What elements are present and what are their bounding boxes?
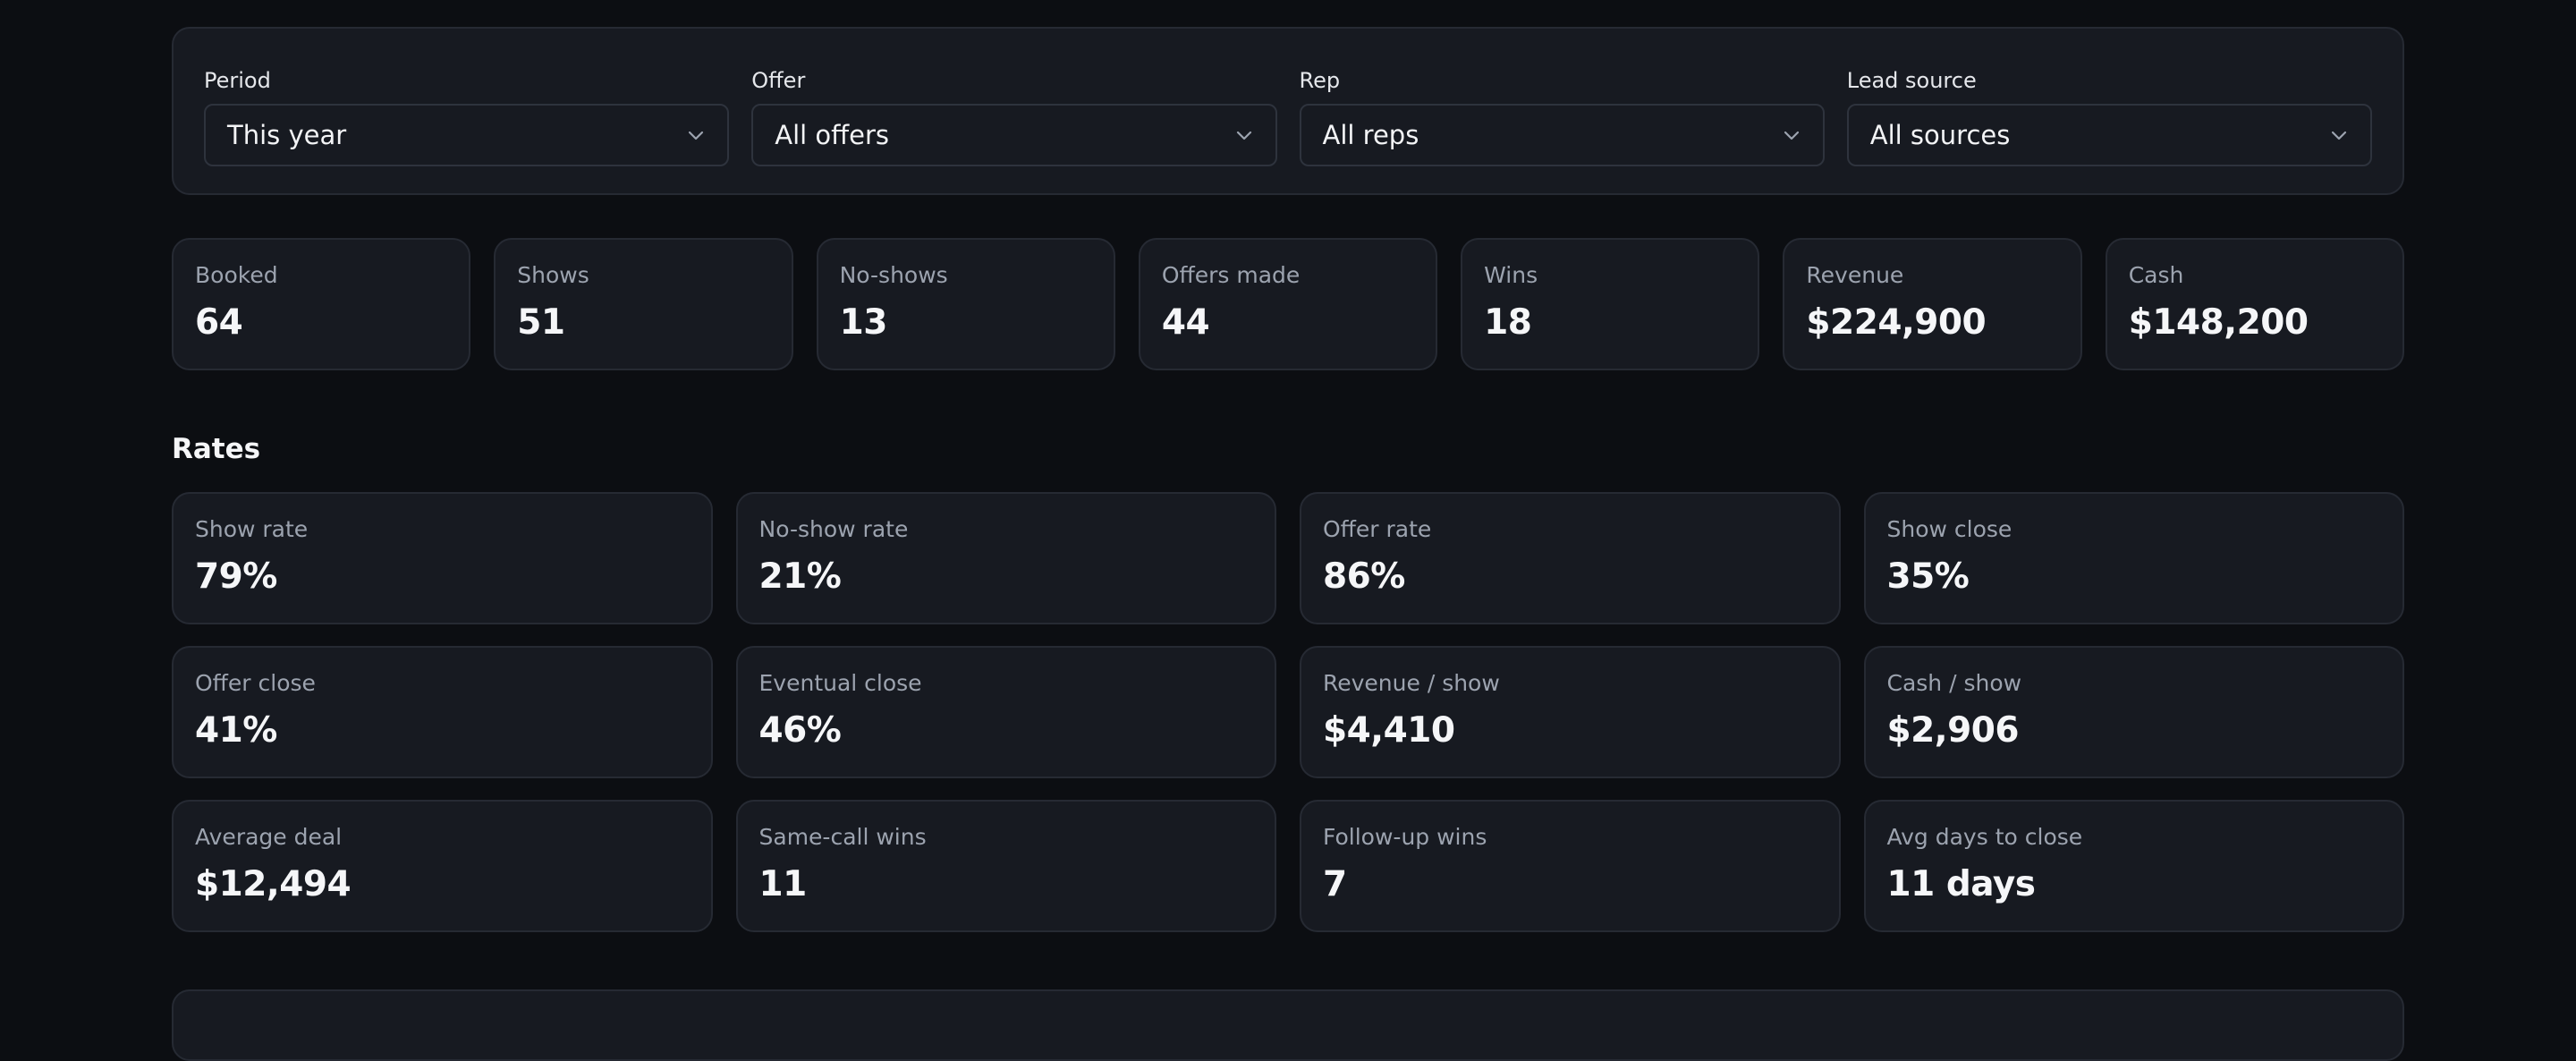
rate-label: Offer close: [195, 670, 316, 696]
kpi-row: Booked 64 Shows 51 No-shows 13 Offers ma…: [172, 238, 2404, 370]
select-value: All sources: [1869, 120, 2011, 150]
filter-period: Period This year: [204, 68, 730, 193]
rate-card-offer-rate: Offer rate 86%: [1300, 492, 1841, 624]
kpi-card-revenue: Revenue $224,900: [1783, 238, 2082, 370]
rate-value: $12,494: [195, 864, 352, 904]
kpi-card-no-shows: No-shows 13: [816, 238, 1115, 370]
filter-offer: Offer All offers: [751, 68, 1277, 193]
rate-card-offer-close: Offer close 41%: [172, 646, 713, 778]
kpi-value: 64: [195, 302, 243, 343]
rate-value: 7: [1323, 864, 1347, 904]
period-select[interactable]: This year: [204, 104, 730, 166]
rate-card-eventual-close: Eventual close 46%: [735, 646, 1276, 778]
rate-value: 35%: [1886, 556, 1970, 597]
rate-label: Same-call wins: [758, 824, 927, 850]
kpi-card-shows: Shows 51: [494, 238, 793, 370]
filter-label: Lead source: [1846, 68, 1977, 93]
chevron-down-icon: [1784, 131, 1799, 140]
kpi-label: Revenue: [1806, 262, 1904, 288]
rate-label: Avg days to close: [1886, 824, 2083, 850]
rate-value: $2,906: [1886, 710, 2020, 751]
kpi-value: $224,900: [1806, 302, 1987, 343]
rate-label: Show rate: [195, 516, 309, 542]
rate-card-no-show-rate: No-show rate 21%: [735, 492, 1276, 624]
rate-card-avg-days-to-close: Avg days to close 11 days: [1863, 800, 2404, 932]
next-section-panel: [172, 989, 2404, 1061]
kpi-card-cash: Cash $148,200: [2105, 238, 2404, 370]
filter-bar: Period This year Offer All offers Rep Al…: [172, 27, 2404, 195]
rate-value: 46%: [758, 710, 842, 751]
rate-value: 21%: [758, 556, 842, 597]
rate-label: Follow-up wins: [1323, 824, 1487, 850]
chevron-down-icon: [2331, 131, 2347, 140]
filter-rep: Rep All reps: [1299, 68, 1825, 193]
rep-select[interactable]: All reps: [1299, 104, 1825, 166]
rate-label: Eventual close: [758, 670, 922, 696]
select-value: All reps: [1322, 120, 1419, 150]
rate-card-show-close: Show close 35%: [1863, 492, 2404, 624]
select-value: This year: [227, 120, 347, 150]
chevron-down-icon: [1236, 131, 1251, 140]
rate-label: No-show rate: [758, 516, 909, 542]
dashboard: Period This year Offer All offers Rep Al…: [172, 0, 2404, 1061]
rate-card-revenue-per-show: Revenue / show $4,410: [1300, 646, 1841, 778]
kpi-value: 51: [517, 302, 565, 343]
kpi-card-wins: Wins 18: [1461, 238, 1760, 370]
rate-card-follow-up-wins: Follow-up wins 7: [1300, 800, 1841, 932]
kpi-label: Cash: [2128, 262, 2184, 288]
kpi-label: Wins: [1484, 262, 1538, 288]
rate-value: 41%: [195, 710, 277, 751]
rate-card-same-call-wins: Same-call wins 11: [735, 800, 1276, 932]
kpi-card-offers-made: Offers made 44: [1138, 238, 1438, 370]
rate-label: Revenue / show: [1323, 670, 1500, 696]
filter-label: Rep: [1299, 68, 1341, 93]
rate-value: 79%: [195, 556, 277, 597]
kpi-value: 18: [1484, 302, 1532, 343]
rate-value: $4,410: [1323, 710, 1455, 751]
rate-label: Show close: [1886, 516, 2012, 542]
rate-card-average-deal: Average deal $12,494: [172, 800, 713, 932]
kpi-label: Booked: [195, 262, 278, 288]
rate-card-cash-per-show: Cash / show $2,906: [1863, 646, 2404, 778]
rate-label: Average deal: [195, 824, 343, 850]
kpi-label: Shows: [517, 262, 589, 288]
kpi-value: 44: [1161, 302, 1210, 343]
filter-label: Period: [204, 68, 271, 93]
offer-select[interactable]: All offers: [751, 104, 1277, 166]
section-title-rates: Rates: [172, 433, 261, 465]
rate-label: Offer rate: [1323, 516, 1432, 542]
rate-card-show-rate: Show rate 79%: [172, 492, 713, 624]
filter-label: Offer: [751, 68, 806, 93]
lead-source-select[interactable]: All sources: [1846, 104, 2372, 166]
select-value: All offers: [775, 120, 890, 150]
rates-grid: Show rate 79% No-show rate 21% Offer rat…: [172, 492, 2404, 932]
rate-value: 11 days: [1886, 864, 2037, 904]
rate-value: 86%: [1323, 556, 1405, 597]
kpi-label: No-shows: [839, 262, 948, 288]
kpi-label: Offers made: [1161, 262, 1301, 288]
kpi-value: $148,200: [2128, 302, 2309, 343]
kpi-card-booked: Booked 64: [172, 238, 471, 370]
chevron-down-icon: [689, 131, 704, 140]
kpi-value: 13: [839, 302, 888, 343]
filter-lead-source: Lead source All sources: [1846, 68, 2372, 193]
rate-label: Cash / show: [1886, 670, 2022, 696]
rate-value: 11: [758, 864, 808, 904]
